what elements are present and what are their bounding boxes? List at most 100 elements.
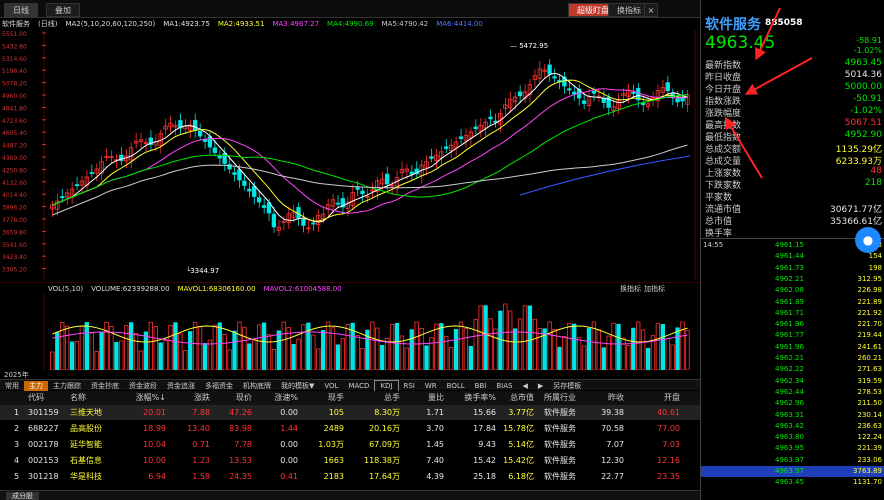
indicator-tab-8[interactable]: 我的模板▼	[281, 382, 315, 390]
price-tick-label: 5432.80	[2, 43, 27, 50]
cell-ratio: 4.39	[426, 472, 444, 481]
indicator-tab-4[interactable]: 资金波段	[129, 382, 157, 390]
cell-now: 1.03万	[318, 440, 344, 449]
column-header-2[interactable]: 涨幅%↓	[135, 393, 166, 402]
column-header-12[interactable]: 昨收	[608, 393, 624, 402]
quote-field-label: 下跌家数	[705, 181, 742, 191]
ma1-value: MA1:4923.75	[163, 20, 210, 28]
indicator-tab-2[interactable]: 主力跟踪	[53, 382, 81, 390]
column-header-13[interactable]: 开盘	[664, 393, 680, 402]
volume-bar	[655, 322, 661, 370]
column-header-10[interactable]: 总市值	[510, 393, 534, 402]
indicator-tab-0[interactable]: 常用	[5, 382, 19, 390]
cell-speed: 0.41	[280, 472, 298, 481]
candle-body	[247, 188, 252, 192]
quote-field-value: 5067.51	[844, 118, 882, 128]
volume-bar	[173, 322, 178, 370]
indicator-tab-9[interactable]: VOL	[324, 382, 339, 390]
candle-body	[434, 154, 439, 161]
volume-bar	[202, 342, 208, 370]
column-header-4[interactable]: 现价	[236, 393, 252, 402]
indicator-tab-15[interactable]: BBI	[474, 382, 487, 390]
indicator-tab-17[interactable]: ◀	[522, 382, 528, 390]
volume-bar	[384, 337, 390, 370]
quote-field-label: 总成交量	[705, 157, 742, 167]
cell-chg: 1.23	[192, 456, 210, 465]
column-header-7[interactable]: 总手	[384, 393, 400, 402]
tab-daily[interactable]: 日线	[4, 3, 38, 17]
table-row[interactable]: 3 002178 延华智能 10.04 0.71 7.78 0.00 1.03万 67.09万 1…	[0, 437, 700, 452]
switch-indicator-vol-button[interactable]: 换指标	[620, 285, 641, 293]
indicator-tab-19[interactable]: 另存模板	[553, 382, 582, 390]
table-row[interactable]: 1 301159 三维天地 20.01 7.88 47.26 0.00 105 8.30万 1.7…	[0, 405, 700, 420]
column-header-8[interactable]: 量比	[428, 393, 444, 402]
assistant-icon[interactable]: ●	[855, 227, 881, 253]
volume-bar	[291, 343, 296, 370]
table-row[interactable]: 4 002153 石基信息 10.00 1.23 13.53 0.00 1663 118.38万…	[0, 453, 700, 468]
tick-volume: 211.50	[857, 399, 883, 408]
candle-body	[636, 88, 641, 101]
indicator-tab-3[interactable]: 资金抄底	[91, 382, 119, 390]
price-tick-label: 4487.20	[2, 143, 27, 150]
cell-pct: 10.04	[143, 440, 166, 449]
cell-ratio: 7.40	[426, 456, 444, 465]
column-header-9[interactable]: 换手率%	[464, 393, 496, 402]
candle-body	[606, 97, 611, 108]
volume-bar	[183, 350, 188, 370]
candle-body	[365, 195, 370, 198]
cell-cap: 6.18亿	[508, 472, 534, 481]
tick-price: 4963.31	[775, 410, 804, 419]
volume-bar	[399, 335, 405, 370]
column-header-0[interactable]: 代码	[28, 393, 44, 402]
column-header-11[interactable]: 所属行业	[544, 393, 576, 402]
candle-body	[148, 137, 153, 145]
column-header-5[interactable]: 涨速%	[274, 393, 298, 402]
indicator-tab-13[interactable]: WR	[424, 382, 437, 390]
cell-turnover: 15.66	[473, 408, 496, 417]
volume-bar	[557, 346, 562, 370]
tab-overlay[interactable]: 叠加	[46, 3, 80, 17]
row-index: 3	[14, 440, 20, 449]
table-row[interactable]: 5 301218 华是科技 6.94 1.58 24.35 0.41 2183 17.64万 4.…	[0, 469, 700, 484]
volume-bar	[242, 326, 247, 370]
tick-volume: 260.21	[857, 354, 883, 362]
table-row[interactable]: 2 688227 品高股份 18.99 13.40 83.98 1.44 2489 20.16万…	[0, 421, 700, 436]
row-index: 1	[14, 408, 20, 417]
indicator-tab-14[interactable]: BOLL	[446, 382, 465, 390]
indicator-tab-18[interactable]: ▶	[537, 382, 544, 390]
column-header-6[interactable]: 现手	[328, 393, 344, 402]
volume-bar	[512, 328, 518, 370]
volume-bar	[148, 321, 153, 370]
volume-bar	[576, 337, 582, 370]
tick-highlight	[701, 466, 884, 477]
column-header-3[interactable]: 涨跌	[194, 393, 210, 402]
indicator-tab-10[interactable]: MACD	[348, 382, 370, 390]
indicator-tab-7[interactable]: 机构底牌	[243, 382, 271, 390]
ma-params[interactable]: MA2(5,10,20,60,120,250)	[65, 20, 156, 28]
tick-price: 4963.97	[775, 467, 804, 475]
volume-chart[interactable]	[0, 294, 700, 370]
tab-components[interactable]: 成分股	[6, 492, 39, 500]
tick-price: 4963.45	[775, 478, 804, 487]
column-header-1[interactable]: 名称	[70, 393, 86, 402]
add-indicator-button[interactable]: 加指标	[644, 285, 665, 293]
candle-body	[168, 122, 173, 128]
volume-bar	[355, 335, 360, 370]
candle-body	[335, 202, 341, 205]
quote-field-label: 流通市值	[705, 205, 742, 215]
indicator-tab-16[interactable]: BIAS	[496, 382, 513, 390]
volume-bar	[138, 350, 144, 370]
candlestick-chart[interactable]: 5551.00 5432.80 5314.60 5196.40 5078.20 4960.…	[0, 30, 700, 280]
volume-bar	[143, 331, 149, 370]
indicator-tab-5[interactable]: 资金追涨	[167, 382, 195, 390]
cell-industry: 软件服务	[544, 472, 576, 481]
bottom-bar: 成分股	[0, 490, 700, 500]
indicator-tab-1[interactable]: 主力	[24, 381, 48, 392]
candle-body	[532, 75, 537, 80]
close-icon[interactable]: ×	[644, 3, 658, 17]
indicator-tab-6[interactable]: 多福资金	[205, 382, 233, 390]
volume-header: VOL(5,10) VOLUME:62339288.00 MAVOL1:683061…	[0, 282, 700, 294]
ma2-value: MA2:4933.51	[217, 20, 265, 28]
tick-volume: 312.95	[857, 274, 883, 283]
indicator-tab-12[interactable]: RSI	[403, 382, 415, 390]
